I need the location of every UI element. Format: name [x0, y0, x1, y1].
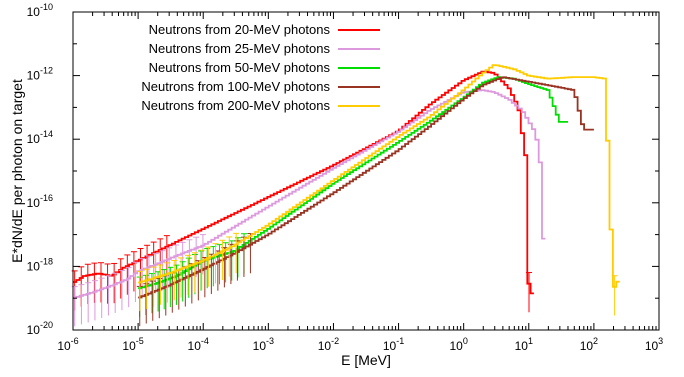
x-tick-label-base: 10 — [449, 339, 463, 353]
axis-ticks — [72, 11, 660, 331]
x-tick-label-exponent: -2 — [331, 336, 339, 346]
y-tick-label-exponent: -10 — [40, 2, 53, 12]
series-line — [138, 76, 594, 299]
x-tick-label: 100 — [449, 336, 467, 353]
x-tick-label-exponent: 2 — [593, 336, 598, 346]
x-tick-label-exponent: -6 — [71, 336, 79, 346]
legend-label: Neutrons from 100-MeV photons — [141, 79, 330, 94]
y-tick-label-base: 10 — [27, 196, 41, 210]
x-tick-label: 10-1 — [383, 336, 404, 353]
y-tick-label-base: 10 — [27, 323, 41, 337]
legend-label: Neutrons from 50-MeV photons — [149, 60, 331, 75]
series-error-bars — [71, 234, 206, 327]
series-line — [138, 64, 620, 288]
legend-label: Neutrons from 200-MeV photons — [141, 98, 330, 113]
series-line — [73, 70, 534, 295]
x-tick-label-base: 10 — [57, 339, 71, 353]
y-tick-label-exponent: -18 — [40, 256, 53, 266]
x-tick-label-base: 10 — [253, 339, 267, 353]
legend-label: Neutrons from 20-MeV photons — [149, 22, 331, 37]
x-tick-label-exponent: -1 — [396, 336, 404, 346]
x-tick-label-base: 10 — [515, 339, 529, 353]
x-tick-label: 101 — [515, 336, 533, 353]
y-tick-label-exponent: -16 — [40, 193, 53, 203]
x-tick-label-base: 10 — [383, 339, 397, 353]
x-tick-label: 10-5 — [122, 336, 143, 353]
x-tick-label-base: 10 — [318, 339, 332, 353]
x-tick-label: 10-6 — [57, 336, 78, 353]
legend-label: Neutrons from 25-MeV photons — [149, 41, 331, 56]
x-tick-label-exponent: 1 — [528, 336, 533, 346]
x-tick-label: 10-4 — [188, 336, 209, 353]
y-axis-title: E*dN/dE per photon on target — [9, 79, 25, 263]
y-tick-label: 10-16 — [27, 193, 53, 210]
y-tick-label-base: 10 — [27, 259, 41, 273]
x-tick-label-base: 10 — [580, 339, 594, 353]
y-tick-label-base: 10 — [27, 132, 41, 146]
y-tick-label: 10-20 — [27, 320, 53, 337]
x-tick-label-base: 10 — [645, 339, 659, 353]
x-tick-label-base: 10 — [188, 339, 202, 353]
x-tick-label-base: 10 — [122, 339, 136, 353]
x-tick-label-exponent: 0 — [463, 336, 468, 346]
y-tick-label-exponent: -14 — [40, 129, 53, 139]
x-tick-label-exponent: -4 — [201, 336, 209, 346]
x-tick-label: 103 — [645, 336, 663, 353]
x-tick-label-exponent: 3 — [658, 336, 663, 346]
axis-tick-labels: 10-6 10-5 10-4 10-3 10-2 10-1 100 101 102 10310-2… — [27, 2, 664, 353]
x-tick-label: 10-2 — [318, 336, 339, 353]
y-tick-label-exponent: -20 — [40, 320, 53, 330]
plot-marks — [71, 64, 620, 327]
y-tick-label: 10-14 — [27, 129, 53, 146]
y-tick-label-exponent: -12 — [40, 66, 53, 76]
y-tick-label: 10-12 — [27, 66, 53, 83]
series-error-bars — [136, 232, 618, 316]
y-tick-label-base: 10 — [27, 69, 41, 83]
x-tick-label: 102 — [580, 336, 598, 353]
series-line — [73, 89, 546, 299]
y-tick-label: 10-10 — [27, 2, 53, 19]
x-tick-label-exponent: -3 — [266, 336, 274, 346]
y-tick-label: 10-18 — [27, 256, 53, 273]
legend: Neutrons from 20-MeV photons Neutrons fro… — [141, 22, 380, 113]
x-axis-title: E [MeV] — [341, 352, 391, 368]
y-tick-label-base: 10 — [27, 5, 41, 19]
x-tick-label: 10-3 — [253, 336, 274, 353]
x-tick-label-exponent: -5 — [136, 336, 144, 346]
